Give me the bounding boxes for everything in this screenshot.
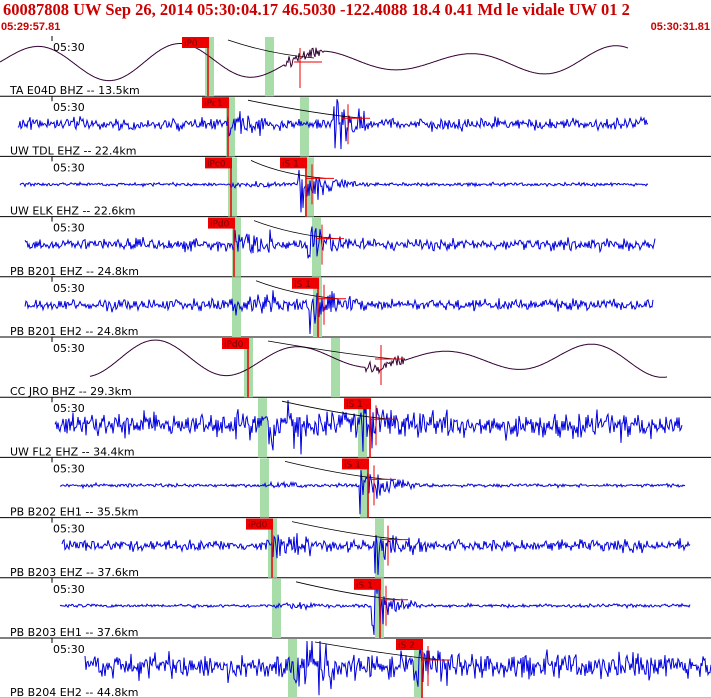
p-phase-window <box>205 37 214 97</box>
p-phase-window <box>288 639 297 698</box>
travel-time-curve <box>284 461 389 480</box>
waveform-trace <box>24 226 656 259</box>
p-phase-window <box>228 157 237 217</box>
p-pick-label: iPc1 <box>204 99 223 109</box>
header: 60087808 UW Sep 26, 2014 05:30:04.17 46.… <box>0 0 711 36</box>
s-phase-window <box>331 338 340 398</box>
travel-time-curve <box>314 641 443 661</box>
s-phase-window <box>360 458 369 518</box>
s-pick-label: iS 1 <box>356 581 373 591</box>
s-pick-flag <box>280 157 307 169</box>
p-pick-label: iP0 <box>184 39 198 49</box>
time-tick-label: 05:30 <box>53 282 85 295</box>
p-phase-window <box>260 458 269 518</box>
s-pick-flag <box>292 277 319 289</box>
p-pick-flag <box>205 157 232 169</box>
time-tick-label: 05:30 <box>53 523 85 536</box>
time-tick-label: 05:30 <box>53 462 85 475</box>
time-tick-label: 05:30 <box>53 643 85 656</box>
travel-time-curve <box>247 99 363 119</box>
p-pick-flag <box>246 518 273 530</box>
trace-label: PB B203 EHZ -- 37.6km <box>10 566 139 579</box>
trace-label: UW FL2 EHZ -- 34.4km <box>10 445 135 458</box>
p-pick-flag <box>208 217 235 229</box>
trace-label: PB B201 EH2 -- 24.8km <box>10 325 138 338</box>
p-phase-window <box>272 578 281 638</box>
p-pick-label: iPc0 <box>207 159 226 169</box>
s-pick-flag <box>396 639 423 650</box>
p-phase-window <box>232 217 241 277</box>
trace-label: PB B203 EH1 -- 37.6km <box>10 626 138 639</box>
s-pick-flag <box>342 458 369 470</box>
waveform-trace <box>54 400 683 455</box>
start-time: 05:29:57.81 <box>1 21 61 33</box>
waveform-trace <box>24 290 654 335</box>
trace-label: PB B204 EH2 -- 44.8km <box>10 686 138 698</box>
waveform-trace <box>17 99 649 150</box>
p-phase-window <box>226 97 235 157</box>
travel-time-curve <box>295 581 401 601</box>
event-title: 60087808 UW Sep 26, 2014 05:30:04.17 46.… <box>3 0 630 19</box>
s-pick-flag <box>354 578 381 590</box>
time-tick-label: 05:30 <box>53 41 85 54</box>
s-pick-label: iS 1 <box>344 460 361 470</box>
time-tick-label: 05:30 <box>53 161 85 174</box>
travel-time-curve <box>255 280 339 300</box>
waveform-trace <box>61 533 691 575</box>
trace-label: UW TDL EHZ -- 22.4km <box>10 144 137 157</box>
travel-time-curve <box>253 220 337 239</box>
waveform-trace <box>59 580 691 636</box>
waveform-trace <box>84 640 711 696</box>
seismogram-plot: 05:30 iP0 TA E04D BHZ -- 13.5km 05:30 iPc1 UW… <box>0 36 711 698</box>
time-tick-label: 05:30 <box>53 342 85 355</box>
p-pick-flag <box>202 97 229 109</box>
waveform-trace <box>89 339 668 378</box>
travel-time-curve <box>227 39 315 59</box>
trace-label: CC JRO BHZ -- 29.3km <box>10 385 132 398</box>
time-tick-label: 05:30 <box>53 101 85 114</box>
travel-time-curve <box>250 160 327 179</box>
s-phase-window <box>300 97 309 157</box>
trace-label: PB B201 EHZ -- 24.8km <box>10 265 139 278</box>
s-pick-label: iS 2 <box>398 641 415 651</box>
p-pick-label: iPd0 <box>224 340 244 350</box>
p-pick-flag <box>222 338 249 349</box>
trace-label: UW ELK EHZ -- 22.6km <box>10 205 135 218</box>
time-tick-label: 05:30 <box>53 222 85 235</box>
s-pick-label: iS 1 <box>346 400 363 410</box>
p-pick-label: iPd0 <box>210 220 230 230</box>
waveform-trace <box>59 470 686 515</box>
p-phase-window <box>258 398 267 458</box>
s-pick-flag <box>344 398 371 410</box>
trace-label: PB B202 EH1 -- 35.5km <box>10 506 138 519</box>
end-time: 05:30:31.81 <box>650 21 710 33</box>
time-tick-label: 05:30 <box>53 583 85 596</box>
travel-time-curve <box>281 400 391 420</box>
waveform-trace <box>19 169 649 213</box>
s-pick-label: iS 1 <box>282 159 299 169</box>
p-pick-flag <box>182 37 209 48</box>
travel-time-curve <box>267 340 396 360</box>
p-pick-label: iPd0 <box>248 521 268 531</box>
s-phase-window <box>265 37 274 97</box>
time-tick-label: 05:30 <box>53 402 85 415</box>
waveform-trace <box>0 43 629 82</box>
trace-label: TA E04D BHZ -- 13.5km <box>9 84 140 97</box>
s-pick-label: iS 1 <box>294 280 311 290</box>
travel-time-curve <box>291 521 403 540</box>
